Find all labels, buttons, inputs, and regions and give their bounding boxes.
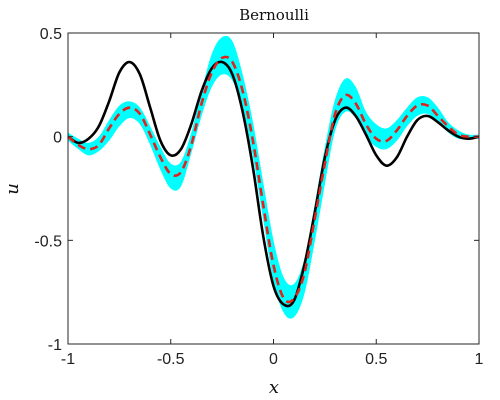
uncertainty-band xyxy=(68,35,479,319)
y-tick-label: -1 xyxy=(48,337,62,354)
reference-solution-line xyxy=(67,60,480,308)
y-tick-label: 0 xyxy=(53,130,62,147)
y-tick-label: 0.5 xyxy=(40,26,62,43)
x-axis-label: x xyxy=(269,377,279,398)
x-tick-label: 1 xyxy=(475,351,484,368)
x-tick-label: -1 xyxy=(61,351,75,368)
x-tick-label: -0.5 xyxy=(157,351,185,368)
y-tick-label: -0.5 xyxy=(34,233,62,250)
axes-box xyxy=(67,32,480,345)
chart-title: Bernoulli xyxy=(239,6,309,24)
y-axis-label: u xyxy=(2,183,23,195)
plot-area xyxy=(67,35,480,319)
x-tick-label: 0.5 xyxy=(365,351,387,368)
x-tick-label: 0 xyxy=(269,351,278,368)
mean-prediction-line xyxy=(67,55,480,304)
axis-ticks: -1 -0.5 0 0.5 1 -1 -0.5 0 0.5 xyxy=(34,26,483,368)
